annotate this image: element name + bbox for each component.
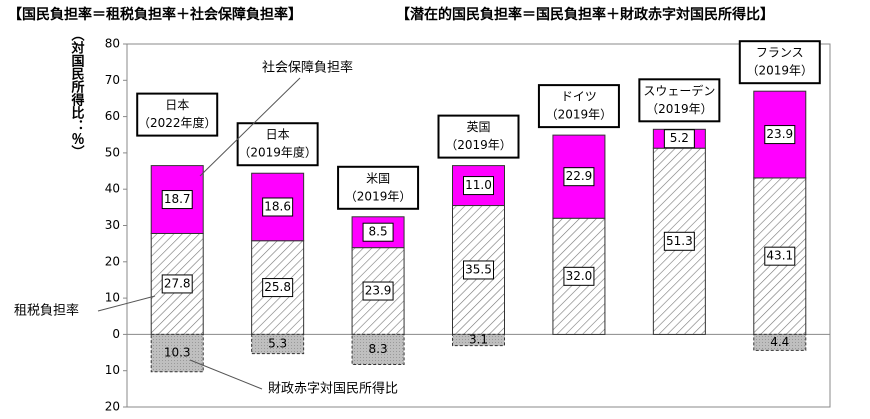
category-box [236,122,319,167]
data-label: 18.7 [164,192,191,206]
category-label: 日本 [165,98,189,112]
category-label: （2019年） [546,108,613,122]
category-label: （2022年度） [138,115,217,130]
label-box [764,125,796,145]
label-box [463,260,494,280]
data-label: 51.3 [666,234,693,248]
bar-segment [251,333,305,355]
category-label: 英国 [466,120,490,134]
data-label: 25.8 [264,280,291,294]
category-label: （2019年） [445,138,512,152]
data-label: 8.5 [369,225,388,239]
y-tick-label: 20 [105,400,120,414]
series-label: 租税負担率 [14,303,79,319]
category-label: 日本 [266,128,290,142]
data-label: 35.5 [465,262,492,276]
data-label: 43.1 [766,249,793,263]
category-label: （2019年） [345,189,412,203]
data-label: 3.1 [469,333,488,347]
label-box [362,222,394,242]
label-box [161,190,193,210]
category-label: ドイツ [561,90,597,104]
y-tick-label: 70 [105,73,120,87]
leader-line [189,359,263,390]
y-tick-label: 60 [105,109,120,123]
y-tick-label: 40 [105,182,120,196]
bar-segment [150,333,204,373]
bar-segment [452,333,505,347]
label-box [663,231,695,251]
label-box [663,129,695,149]
category-box [337,165,420,210]
y-tick-label: 30 [105,218,120,232]
series-label: 社会保障負担率 [262,60,353,76]
category-box [437,114,520,159]
category-box [738,40,821,85]
category-label: フランス [756,46,804,60]
category-label: スウェーデン [643,83,715,98]
category-label: （2019年度） [238,145,317,160]
data-label: 27.8 [164,276,191,290]
data-label: 11.0 [465,178,492,192]
label-box [463,176,494,196]
leader-line [199,77,301,177]
bar-segment [351,333,405,366]
label-box [764,246,796,266]
category-label: （2019年） [747,64,814,78]
data-label: 22.9 [566,169,593,183]
category-label: 米国 [366,171,390,185]
data-label: 5.2 [670,131,689,145]
category-label: （2019年） [646,102,713,116]
category-box [638,78,721,123]
y-axis-label: （対国民所得比：％） [69,28,86,158]
chart-title: 【国民負担率＝租税負担率＋社会保障負担率】 [8,6,302,23]
data-label: 23.9 [365,284,392,298]
label-box [262,197,294,217]
category-box [537,84,620,129]
data-label: 23.9 [766,127,793,141]
label-box [161,274,193,294]
y-tick-label: 10 [105,363,120,377]
series-label: 財政赤字対国民所得比 [268,381,398,397]
y-tick-label: 10 [105,291,120,305]
y-tick-label: 20 [105,254,120,268]
data-label: 8.3 [369,342,388,356]
data-label: 4.4 [770,335,789,349]
data-label: 18.6 [264,199,291,213]
y-tick-label: 80 [105,37,120,51]
bar-segment [150,165,204,234]
bar-segment [351,216,405,249]
label-box [563,167,595,187]
data-label: 10.3 [164,346,191,360]
category-box [136,92,219,137]
label-box [262,278,294,298]
chart-title: 【潜在的国民負担率＝国民負担率＋財政赤字対国民所得比】 [396,6,774,23]
label-box [362,281,394,301]
leader-line [97,295,156,312]
data-label: 32.0 [566,269,593,283]
y-tick-label: 0 [112,327,120,341]
bar-segment [753,333,807,351]
y-tick-label: 50 [105,145,120,159]
label-box [563,266,595,286]
data-label: 5.3 [268,337,287,351]
